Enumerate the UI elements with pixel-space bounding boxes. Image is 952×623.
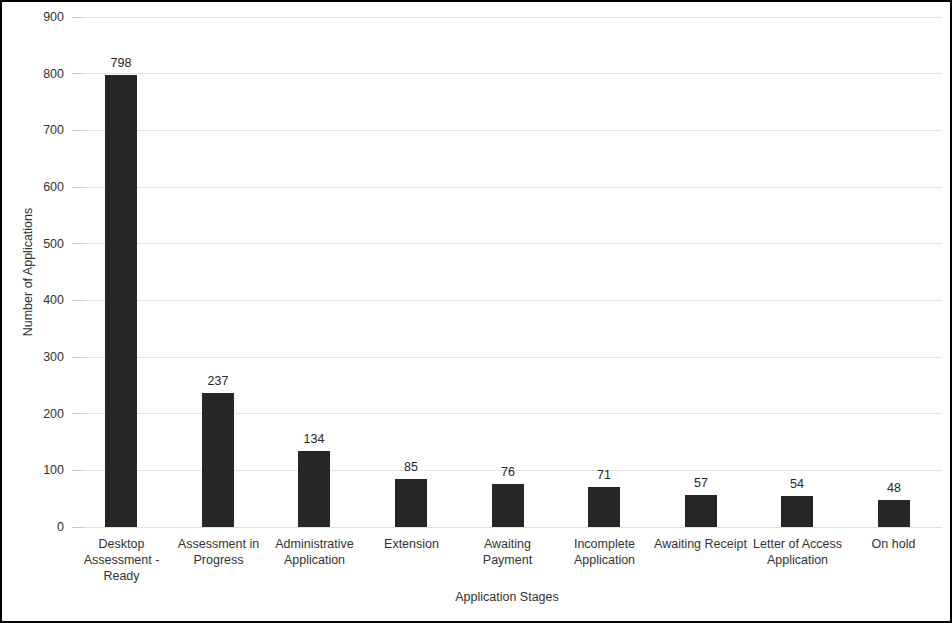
bar-value-label: 134 <box>284 432 344 446</box>
y-axis-tick <box>72 187 83 188</box>
y-gridline <box>72 73 942 74</box>
x-category-label: Awaiting Payment <box>459 536 556 568</box>
bar-value-label: 71 <box>574 468 634 482</box>
y-gridline <box>72 17 942 18</box>
bar-value-label: 76 <box>478 465 538 479</box>
bar-value-label: 48 <box>864 481 924 495</box>
bar <box>105 75 137 527</box>
y-tick-label: 0 <box>20 520 64 534</box>
bar <box>202 393 234 527</box>
y-axis-tick <box>72 130 83 131</box>
bar <box>781 496 813 527</box>
x-category-label: Incomplete Application <box>556 536 653 568</box>
x-category-label: Administrative Application <box>266 536 363 568</box>
y-tick-label: 400 <box>20 293 64 307</box>
y-tick-label: 200 <box>20 407 64 421</box>
y-axis-tick <box>72 527 83 528</box>
x-category-label: Extension <box>363 536 460 552</box>
y-axis-tick <box>72 300 83 301</box>
bar-value-label: 798 <box>91 56 151 70</box>
y-axis-tick <box>72 243 83 244</box>
y-axis-tick <box>72 17 83 18</box>
y-gridline <box>72 300 942 301</box>
x-category-label: Assessment in Progress <box>170 536 267 568</box>
y-tick-label: 800 <box>20 67 64 81</box>
y-axis-tick <box>72 413 83 414</box>
x-category-label: Desktop Assessment - Ready <box>73 536 170 584</box>
bar <box>298 451 330 527</box>
y-tick-label: 600 <box>20 180 64 194</box>
y-tick-label: 500 <box>20 237 64 251</box>
y-gridline <box>72 130 942 131</box>
y-axis-tick <box>72 470 83 471</box>
bar <box>878 500 910 527</box>
y-tick-label: 700 <box>20 123 64 137</box>
y-axis-tick <box>72 357 83 358</box>
bar-value-label: 57 <box>671 476 731 490</box>
y-axis-tick <box>72 73 83 74</box>
bar <box>492 484 524 527</box>
bar <box>395 479 427 527</box>
y-gridline <box>72 243 942 244</box>
x-category-label: Letter of Access Application <box>749 536 846 568</box>
bar-value-label: 237 <box>188 374 248 388</box>
bar-value-label: 54 <box>767 477 827 491</box>
y-axis-title: Number of Applications <box>21 208 35 337</box>
y-gridline <box>72 187 942 188</box>
y-tick-label: 100 <box>20 463 64 477</box>
bar <box>685 495 717 527</box>
x-axis-title: Application Stages <box>72 590 942 604</box>
y-gridline <box>72 357 942 358</box>
y-tick-label: 900 <box>20 10 64 24</box>
bar-value-label: 85 <box>381 460 441 474</box>
bar <box>588 487 620 527</box>
x-category-label: Awaiting Receipt <box>652 536 749 552</box>
bar-chart: Number of Applications Application Stage… <box>0 0 952 623</box>
y-tick-label: 300 <box>20 350 64 364</box>
x-category-label: On hold <box>845 536 942 552</box>
